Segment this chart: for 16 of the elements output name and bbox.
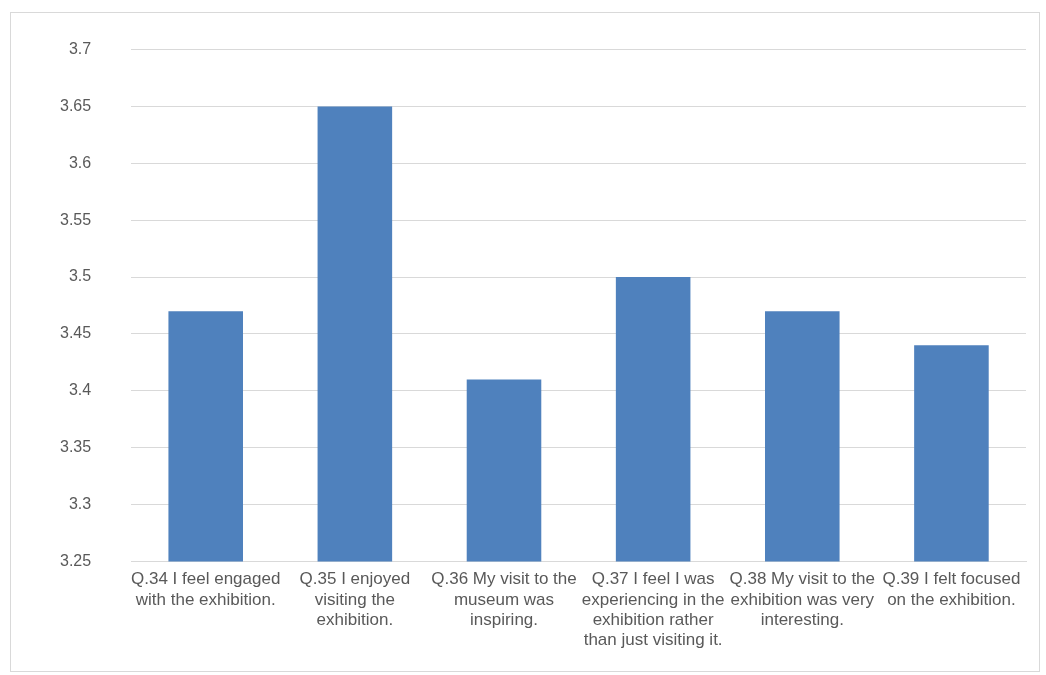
x-tick-label: Q.39 I felt focused on the exhibition. [882,569,1021,609]
y-tick-label: 3.25 [60,551,92,569]
y-tick-label: 3.65 [60,96,92,114]
y-tick-label: 3.6 [68,153,92,171]
x-tick-label: Q.35 I enjoyed visiting the exhibition. [299,569,411,630]
x-tick-label: Q.38 My visit to the exhibition was very interesting. [729,569,876,630]
y-tick-label: 3.5 [68,267,92,285]
y-tick-label: 3.7 [68,40,92,58]
y-tick-label: 3.55 [60,210,92,228]
y-tick-label: 3.45 [60,324,92,342]
x-tick-label: Q.34 I feel engaged with the exhibition. [131,569,281,609]
x-tick-label: Q.36 My visit to the museum was inspiring. [431,569,577,630]
y-tick-label: 3.3 [68,494,92,512]
y-tick-label: 3.4 [68,381,92,399]
x-tick-label: Q.37 I feel I was experiencing in the exhibition rather than just visiting it. [581,569,725,650]
y-tick-label: 3.35 [60,438,92,456]
